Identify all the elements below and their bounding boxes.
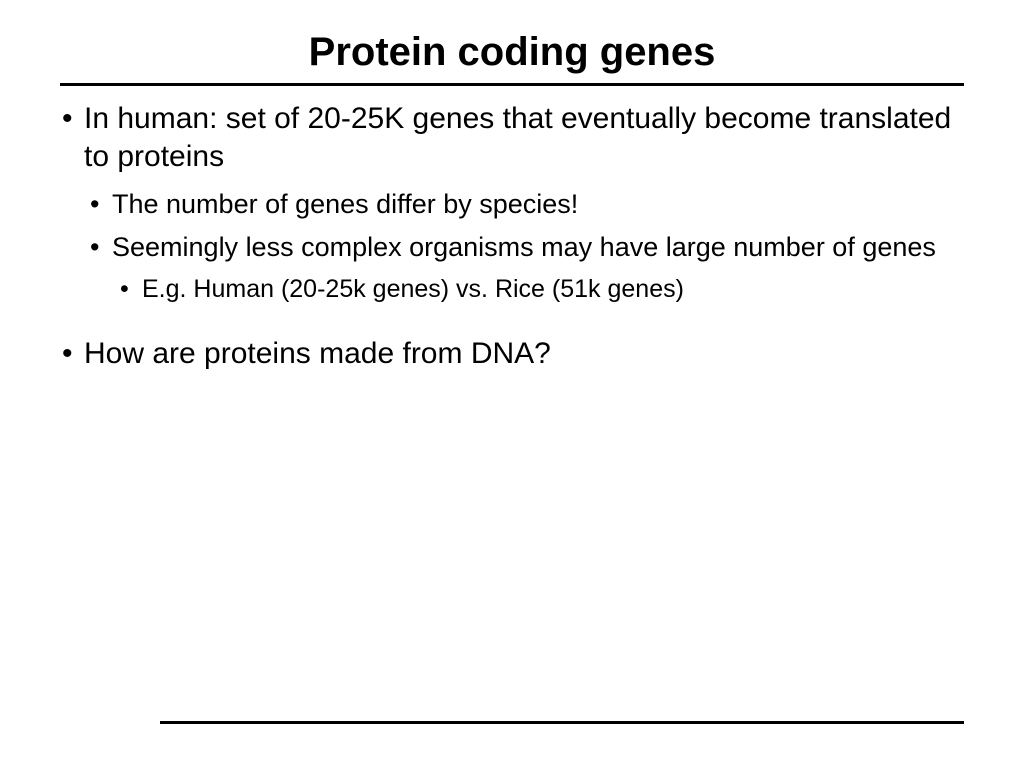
slide-title: Protein coding genes [60,30,964,75]
bullet-lvl1: In human: set of 20-25K genes that event… [60,100,964,177]
bullet-list: In human: set of 20-25K genes that event… [60,100,964,374]
slide: Protein coding genes In human: set of 20… [0,0,1024,768]
bullet-lvl1: How are proteins made from DNA? [60,335,964,373]
bullet-lvl2: The number of genes differ by species! [88,187,964,222]
bullet-lvl3: E.g. Human (20-25k genes) vs. Rice (51k … [118,273,964,306]
spacer [60,313,964,335]
bullet-lvl2: Seemingly less complex organisms may hav… [88,230,964,265]
footer-rule [160,721,964,724]
title-underline [60,83,964,86]
